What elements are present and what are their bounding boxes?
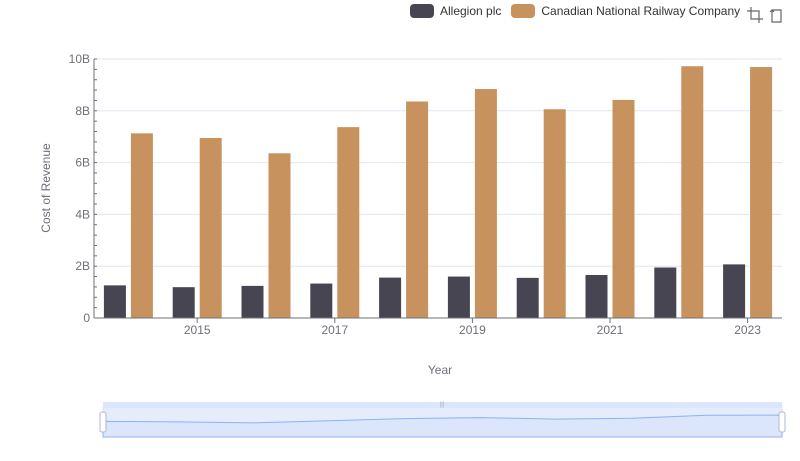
legend-item-cn-railway[interactable]: Canadian National Railway Company bbox=[511, 4, 740, 18]
axis-layer: 0 2B 4B 6B 8B 10B 2015 2017 2019 2021 2023 bbox=[69, 52, 782, 337]
bar-cn-railway-2022[interactable] bbox=[681, 66, 704, 318]
zoom-move-bar[interactable] bbox=[103, 402, 782, 408]
bar-allegion-2018[interactable] bbox=[379, 277, 402, 318]
bar-cn-railway-2020[interactable] bbox=[543, 109, 566, 318]
y-tick-label: 8B bbox=[75, 104, 90, 118]
y-tick-label: 10B bbox=[69, 52, 90, 66]
y-tick-label: 4B bbox=[75, 207, 90, 221]
zoom-handle-right[interactable] bbox=[778, 411, 786, 433]
legend-swatch-cn-railway bbox=[511, 4, 536, 18]
bar-cn-railway-2016[interactable] bbox=[268, 153, 291, 318]
zoom-handle-left[interactable] bbox=[99, 411, 107, 433]
toolbox bbox=[746, 6, 790, 24]
restore-icon[interactable] bbox=[768, 6, 786, 24]
x-tick-label: 2017 bbox=[321, 323, 348, 337]
bar-cn-railway-2023[interactable] bbox=[750, 67, 773, 319]
bar-allegion-2023[interactable] bbox=[723, 264, 746, 318]
x-tick-label: 2019 bbox=[459, 323, 486, 337]
legend-item-allegion[interactable]: Allegion plc bbox=[410, 4, 501, 18]
legend-swatch-allegion bbox=[410, 4, 434, 18]
zoom-slider[interactable]: ||| bbox=[99, 402, 786, 438]
y-tick-label: 0 bbox=[83, 311, 90, 325]
zoom-icon[interactable] bbox=[746, 6, 764, 24]
bar-allegion-2019[interactable] bbox=[447, 276, 470, 318]
grid-layer bbox=[94, 58, 782, 319]
bar-cn-railway-2021[interactable] bbox=[612, 99, 635, 318]
y-axis-label: Cost of Revenue bbox=[39, 143, 53, 233]
bar-allegion-2015[interactable] bbox=[172, 287, 195, 318]
y-tick-label: 6B bbox=[75, 156, 90, 170]
bar-allegion-2017[interactable] bbox=[310, 283, 333, 318]
bar-allegion-2022[interactable] bbox=[654, 267, 677, 318]
bar-allegion-2021[interactable] bbox=[585, 275, 608, 318]
zoom-grip-icon: ||| bbox=[440, 402, 445, 408]
x-axis-label: Year bbox=[428, 363, 452, 377]
legend: Allegion plc Canadian National Railway C… bbox=[410, 4, 750, 18]
bar-cn-railway-2019[interactable] bbox=[474, 89, 497, 318]
bar-cn-railway-2017[interactable] bbox=[337, 127, 360, 318]
bar-allegion-2016[interactable] bbox=[241, 285, 264, 318]
bar-cn-railway-2015[interactable] bbox=[199, 137, 222, 318]
x-tick-label: 2021 bbox=[597, 323, 624, 337]
bar-cn-railway-2014[interactable] bbox=[130, 133, 153, 318]
bar-allegion-2020[interactable] bbox=[516, 277, 539, 318]
bar-cn-railway-2018[interactable] bbox=[406, 101, 429, 318]
x-tick-label: 2015 bbox=[184, 323, 211, 337]
x-tick-label: 2023 bbox=[734, 323, 761, 337]
y-tick-label: 2B bbox=[75, 259, 90, 273]
bar-layer bbox=[103, 66, 773, 319]
legend-label-allegion: Allegion plc bbox=[440, 4, 502, 18]
bar-allegion-2014[interactable] bbox=[103, 285, 126, 318]
legend-label-cn-railway: Canadian National Railway Company bbox=[541, 4, 741, 18]
